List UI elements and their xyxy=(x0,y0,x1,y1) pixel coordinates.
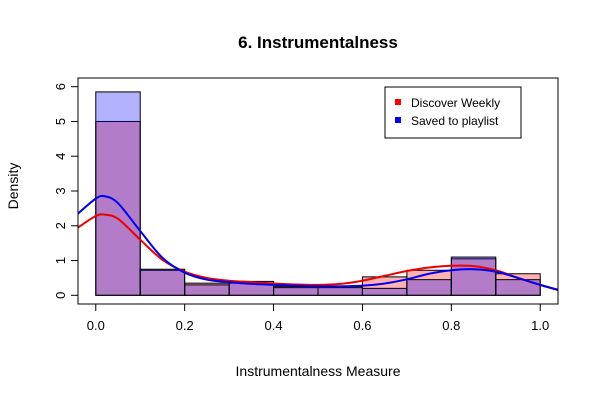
bar-saved-to-playlist-7 xyxy=(406,279,452,296)
y-tick-label-6: 6 xyxy=(53,83,68,90)
x-axis-label: Instrumentalness Measure xyxy=(236,363,401,379)
legend-box xyxy=(384,86,522,139)
y-tick-label-2: 2 xyxy=(53,222,68,229)
x-tick-label-4: 0.8 xyxy=(442,318,460,333)
legend-swatch-saved-to-playlist xyxy=(395,117,401,123)
legend-swatch-discover-weekly xyxy=(395,99,401,105)
bar-saved-to-playlist-2 xyxy=(184,284,230,296)
y-tick-label-3: 3 xyxy=(53,187,68,194)
density-curve-discover-weekly xyxy=(78,213,558,292)
x-tick-label-2: 0.4 xyxy=(265,318,283,333)
bar-saved-to-playlist-0 xyxy=(95,91,141,296)
bar-saved-to-playlist-1 xyxy=(139,268,186,296)
bar-saved-to-playlist-5 xyxy=(317,287,363,296)
density-curve-saved-to-playlist xyxy=(78,194,558,291)
bar-saved-to-playlist-8 xyxy=(450,256,497,296)
bar-discover-weekly-0 xyxy=(95,120,141,296)
legend-label-saved-to-playlist: Saved to playlist xyxy=(411,114,499,128)
bar-saved-to-playlist-4 xyxy=(273,287,319,296)
bar-saved-to-playlist-6 xyxy=(361,287,408,296)
y-tick-label-5: 5 xyxy=(53,118,68,125)
chart-title: 6. Instrumentalness xyxy=(238,33,398,52)
bar-saved-to-playlist-9 xyxy=(495,279,541,296)
legend-label-discover-weekly: Discover Weekly xyxy=(411,96,500,110)
y-axis-label: Density xyxy=(5,163,21,210)
legend: Discover Weekly Saved to playlist xyxy=(384,86,522,139)
y-tick-label-0: 0 xyxy=(53,292,68,299)
x-tick-label-0: 0.0 xyxy=(87,318,105,333)
x-tick-label-3: 0.6 xyxy=(353,318,371,333)
x-axis: 0.0 0.2 0.4 0.6 0.8 1.0 xyxy=(87,303,549,333)
bar-discover-weekly-1 xyxy=(139,269,186,296)
y-tick-label-1: 1 xyxy=(53,257,68,264)
y-axis: 0 1 2 3 4 5 6 xyxy=(53,83,79,299)
density-curves xyxy=(78,194,558,292)
y-tick-label-4: 4 xyxy=(53,153,68,160)
x-tick-label-1: 0.2 xyxy=(176,318,194,333)
x-tick-label-5: 1.0 xyxy=(531,318,549,333)
